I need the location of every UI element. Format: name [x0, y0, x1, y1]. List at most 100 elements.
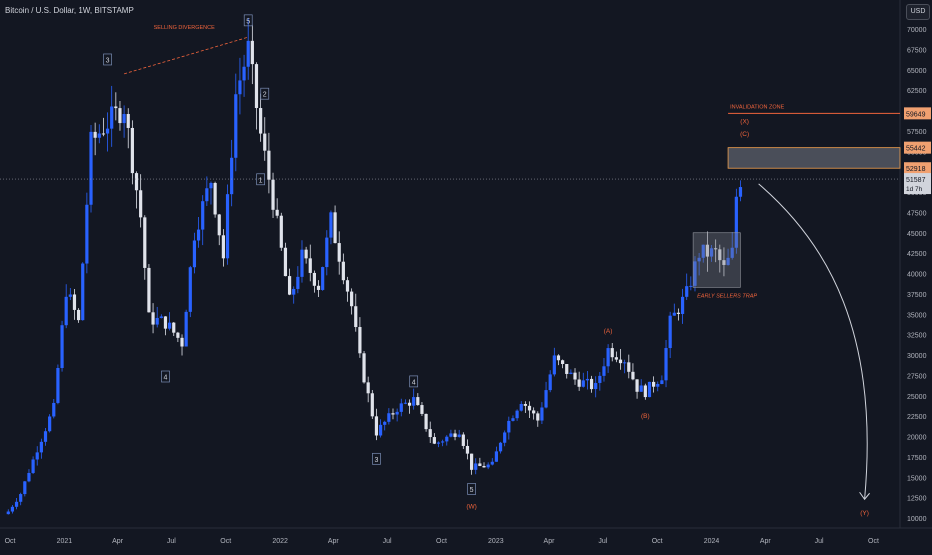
candle-body [60, 325, 64, 368]
candle-body [225, 194, 230, 259]
candle-body [676, 312, 681, 314]
candle-body [321, 267, 325, 290]
candle-body [27, 472, 31, 482]
resistance-zone [727, 147, 901, 169]
candle-body [242, 66, 246, 81]
divergence-line [123, 36, 249, 75]
candle-body [627, 362, 631, 372]
candle-body [643, 385, 647, 398]
x-tick-label: 2021 [57, 538, 73, 545]
candle-body [445, 436, 449, 442]
wave-label: 2 [263, 92, 267, 99]
x-tick-label: Apr [544, 538, 556, 545]
candle-body [213, 182, 217, 215]
wave-label-box [409, 375, 419, 388]
x-tick-label: Apr [112, 538, 124, 545]
candle-body [412, 397, 416, 406]
candle-body [337, 243, 341, 262]
candle-body [267, 150, 271, 180]
candle-body [519, 404, 523, 411]
price-marker-bg [904, 107, 931, 120]
candle-body [114, 106, 118, 109]
y-tick-label: 10000 [907, 516, 927, 523]
y-tick-label: 37500 [907, 292, 927, 299]
candle-body [585, 378, 590, 381]
candle-body [705, 244, 709, 257]
candle-body [151, 312, 155, 325]
y-tick-label: 32500 [907, 333, 927, 340]
x-tick-label: 2022 [272, 538, 288, 545]
candle-body [395, 411, 399, 415]
candle-body [672, 312, 676, 316]
candle-body [730, 247, 734, 258]
candle-body [515, 410, 519, 419]
y-tick-label: 25000 [907, 394, 927, 401]
candle-body [391, 413, 395, 415]
candle-body [105, 128, 110, 134]
candle-body [35, 452, 39, 460]
candle-body [254, 64, 259, 109]
candle-body [325, 237, 329, 268]
candle-body [168, 322, 172, 329]
y-tick-label: 65000 [907, 68, 927, 75]
trap-zone [692, 232, 741, 288]
wave-label-box [372, 452, 381, 465]
wave-label: 1 [259, 177, 263, 184]
candle-body [358, 327, 362, 354]
candle-body [180, 337, 184, 347]
candle-body [565, 364, 569, 374]
wave-label-box [256, 173, 265, 186]
y-tick-label: 42500 [907, 251, 927, 258]
candle-body [205, 188, 209, 202]
candle-body [527, 405, 532, 411]
candle-body [31, 459, 35, 473]
y-tick-label: 62500 [907, 88, 927, 95]
x-tick-label: 2023 [488, 538, 504, 545]
candle-body [631, 371, 635, 380]
candle-body [407, 402, 412, 406]
currency-button[interactable]: USD [906, 4, 930, 20]
x-tick-label: Oct [220, 538, 231, 545]
candle-body [147, 267, 151, 313]
candle-body [623, 362, 627, 364]
candle-body [403, 402, 408, 404]
candle-body [436, 442, 441, 444]
candle-body [461, 434, 465, 446]
candle-body [498, 442, 503, 452]
wave-label-box [103, 53, 112, 66]
candle-body [279, 215, 283, 248]
candle-body [738, 187, 743, 197]
chart-title: Bitcoin / U.S. Dollar, 1W, BITSTAMP [5, 6, 134, 15]
projection-arrowhead [859, 491, 870, 501]
candle-body [474, 463, 478, 470]
candle-body [532, 410, 536, 414]
candle-body [374, 416, 379, 436]
candle-body [221, 235, 225, 259]
candle-body [345, 280, 350, 292]
y-tick-label: 47500 [907, 210, 927, 217]
candle-body [602, 366, 606, 376]
candle-body [176, 332, 180, 338]
candle-body [287, 276, 292, 295]
candle-body [465, 445, 470, 454]
candle-body [387, 413, 391, 422]
candle-body [56, 367, 60, 403]
candle-body [660, 380, 664, 384]
candle-body [416, 397, 420, 406]
candle-body [130, 127, 134, 174]
candle-body [383, 421, 387, 425]
candle-body [43, 431, 48, 442]
wave-label: 4 [164, 375, 168, 382]
x-tick-label: Jul [167, 538, 176, 545]
price-marker-label: 52918 [906, 166, 926, 173]
candle-body [196, 229, 201, 241]
candle-body [639, 385, 643, 392]
y-tick-label: 15000 [907, 475, 927, 482]
candle-body [341, 261, 345, 281]
candle-body [312, 272, 316, 286]
candle-body [110, 106, 114, 129]
candle-body [159, 316, 163, 318]
candle-body [19, 494, 23, 502]
